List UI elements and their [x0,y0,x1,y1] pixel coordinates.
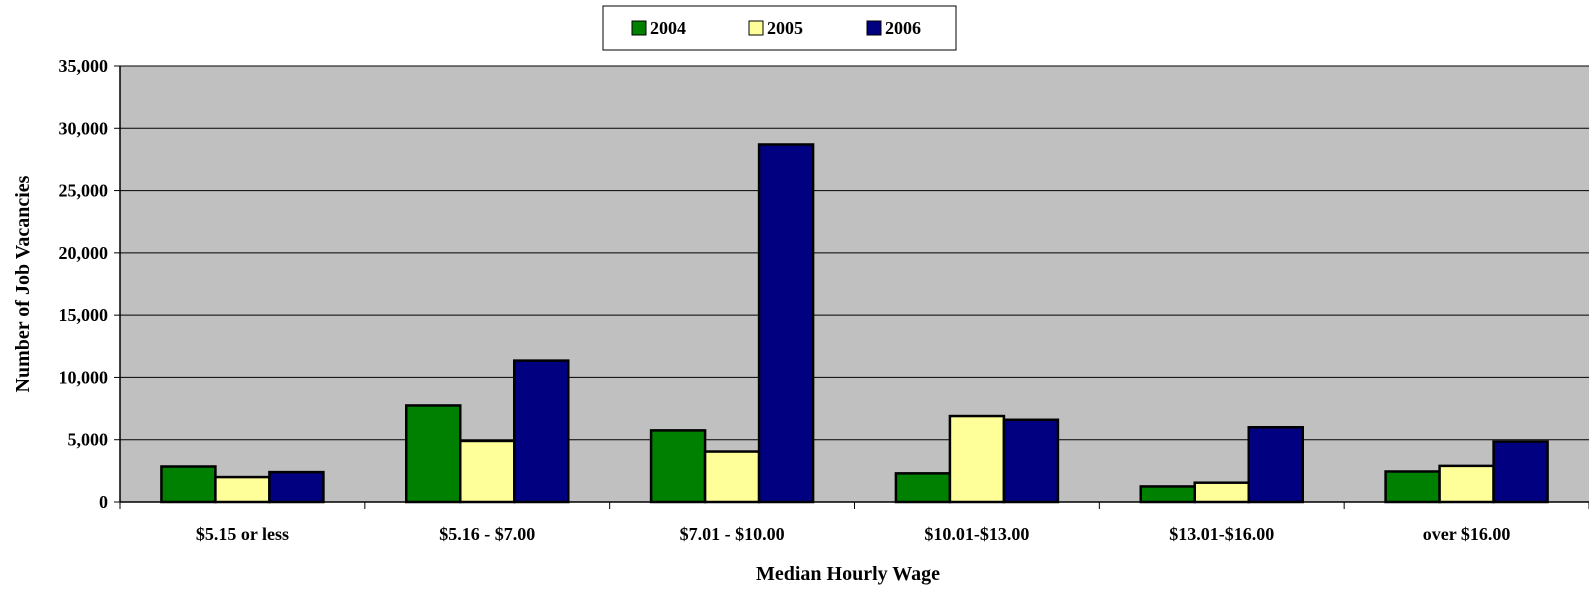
x-tick-label: over $16.00 [1423,524,1511,544]
y-tick-label: 25,000 [59,181,109,201]
legend-swatch-2005 [748,20,764,36]
y-tick-label: 30,000 [59,118,109,138]
x-tick-label: $13.01-$16.00 [1169,524,1274,544]
bar-2006-3 [1002,418,1060,504]
legend-swatch-2006 [866,20,882,36]
y-tick-label: 5,000 [68,430,109,450]
bar-2006-5 [1492,440,1549,504]
y-tick-label: 10,000 [59,367,109,387]
legend-swatch-2004 [631,20,647,36]
legend-box [602,5,957,51]
bar-2004-1 [405,404,462,504]
x-axis-title: Median Hourly Wage [756,563,940,585]
bar-2004-5 [1384,470,1441,504]
x-tick-label: $5.16 - $7.00 [439,524,535,544]
bar-2004-0 [160,465,217,504]
bar-2004-3 [894,472,952,504]
x-tick-label: $5.15 or less [196,524,289,544]
y-tick-label: 35,000 [59,56,109,76]
gridlines [114,65,1589,503]
y-tick-label: 0 [99,492,108,512]
bar-2006-0 [268,470,325,504]
legend-label-2005: 2005 [767,18,803,38]
bar-2004-2 [649,429,707,504]
bar-2005-5 [1438,464,1495,504]
y-tick-label: 20,000 [59,243,109,263]
bar-2005-4 [1193,481,1250,504]
legend-label-2006: 2006 [885,18,921,38]
bar-2005-0 [214,475,271,504]
legend: 2004 2005 2006 [602,5,957,51]
bar-2005-2 [703,450,761,504]
plot-area [120,66,1589,502]
bar-2006-2 [757,143,815,504]
bars [160,143,1549,504]
x-tick-labels: $5.15 or less $5.16 - $7.00 $7.01 - $10.00… [196,524,1511,544]
x-tick-label: $10.01-$13.00 [924,524,1029,544]
y-axis-title: Number of Job Vacancies [12,175,34,392]
bar-2005-3 [948,414,1006,504]
bar-2004-4 [1139,485,1196,504]
legend-label-2004: 2004 [650,18,686,38]
bar-2006-4 [1247,426,1304,504]
y-tick-labels: 0 5,000 10,000 15,000 20,000 25,000 30,000 35,0… [59,56,109,512]
bar-2005-1 [459,439,516,504]
y-tick-label: 15,000 [59,305,109,325]
bar-2006-1 [513,359,570,504]
axes [119,66,1589,509]
plot-background [120,66,1589,502]
x-tick-label: $7.01 - $10.00 [680,524,785,544]
